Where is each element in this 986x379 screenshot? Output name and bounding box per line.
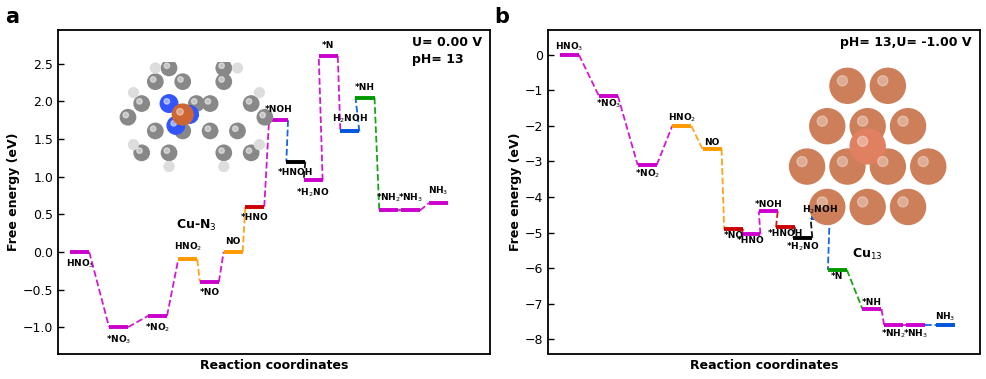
Text: *N: *N [321,41,334,50]
Text: HNO$_3$: HNO$_3$ [555,40,583,53]
Text: Cu-N$_3$: Cu-N$_3$ [176,218,217,233]
Text: *NH$_3$: *NH$_3$ [397,192,423,205]
Text: *HNOH: *HNOH [278,168,314,177]
Y-axis label: Free energy (eV): Free energy (eV) [508,132,522,251]
Text: *NOH: *NOH [264,105,292,114]
Text: H$_2$NOH: H$_2$NOH [331,113,368,125]
Text: a: a [5,6,19,27]
Y-axis label: Free energy (eV): Free energy (eV) [7,132,20,251]
X-axis label: Reaction coordinates: Reaction coordinates [200,359,348,372]
Text: HNO$_2$: HNO$_2$ [174,241,202,254]
Text: *NO: *NO [723,231,743,240]
Text: pH= 13,U= -1.00 V: pH= 13,U= -1.00 V [839,36,970,49]
Text: NH$_3$: NH$_3$ [428,185,449,197]
Text: *NH: *NH [861,298,881,307]
Text: *NO$_2$: *NO$_2$ [145,322,170,334]
Text: *N: *N [830,272,843,281]
Text: *NOH: *NOH [753,200,781,209]
Text: NO: NO [225,237,241,246]
Text: *NH$_3$: *NH$_3$ [902,327,927,340]
Text: NO: NO [704,138,719,147]
X-axis label: Reaction coordinates: Reaction coordinates [689,359,837,372]
Text: *NO$_3$: *NO$_3$ [595,98,620,110]
Text: *NH: *NH [355,83,375,92]
Text: NH$_3$: NH$_3$ [935,310,954,323]
Text: HNO$_3$: HNO$_3$ [65,258,94,270]
Text: *NH$_2$: *NH$_2$ [376,192,401,205]
Text: HNO$_2$: HNO$_2$ [667,111,695,124]
Text: b: b [493,6,509,27]
Text: *HNOH: *HNOH [767,229,803,238]
Text: *HNO: *HNO [241,213,268,222]
Text: U= 0.00 V
pH= 13: U= 0.00 V pH= 13 [411,36,481,66]
Text: H$_2$NOH: H$_2$NOH [802,204,837,216]
Text: *H$_2$NO: *H$_2$NO [296,186,329,199]
Text: *NO$_2$: *NO$_2$ [634,167,660,180]
Text: *NH$_2$: *NH$_2$ [880,327,905,340]
Text: *HNO: *HNO [737,236,764,246]
Text: *NO: *NO [199,288,219,297]
Text: *NO$_3$: *NO$_3$ [106,333,131,346]
Text: Cu$_{13}$: Cu$_{13}$ [852,247,882,262]
Text: *H$_2$NO: *H$_2$NO [785,240,818,252]
